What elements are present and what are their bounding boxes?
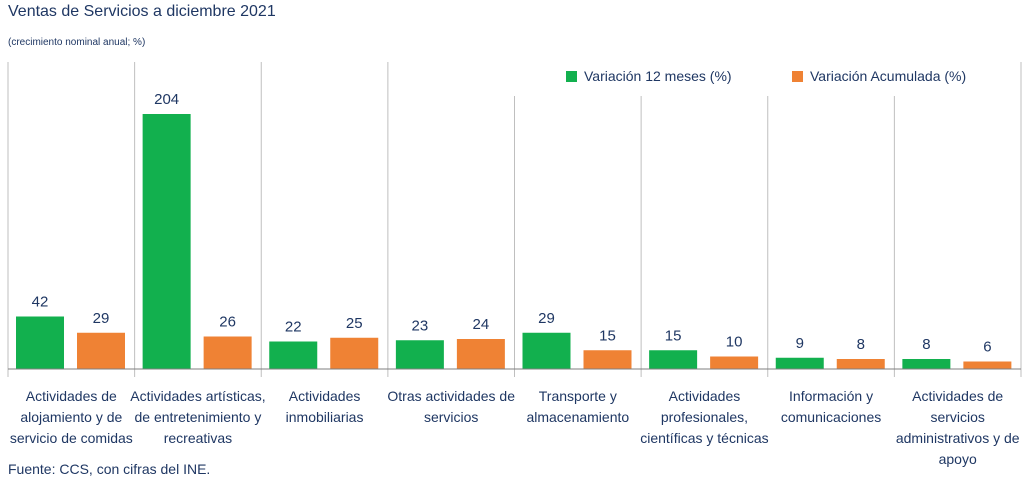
data-label-series-1: 9 — [796, 335, 804, 352]
data-label-series-2: 15 — [599, 327, 616, 344]
bar-series-1 — [269, 341, 318, 369]
bar-series-2 — [836, 359, 885, 369]
legend-item-series-2: Variación Acumulada (%) — [792, 68, 966, 84]
data-label-series-1: 204 — [154, 91, 179, 108]
bar-series-2 — [77, 332, 125, 369]
data-label-series-1: 15 — [665, 327, 682, 344]
bar-series-2 — [456, 339, 505, 369]
legend-swatch-series-2 — [792, 70, 803, 82]
data-label-series-1: 29 — [538, 310, 555, 327]
data-label-series-2: 29 — [93, 310, 110, 327]
category-label: Información y comunicaciones — [781, 388, 881, 425]
category-label: Actividades artísticas, de entretenimient… — [130, 388, 265, 446]
data-label-series-2: 25 — [346, 315, 363, 332]
legend-item-series-1: Variación 12 meses (%) — [566, 68, 732, 84]
bar-series-2 — [330, 337, 379, 369]
source-note: Fuente: CCS, con cifras del INE. — [8, 461, 211, 477]
bar-series-2 — [963, 361, 1012, 369]
data-label-series-1: 42 — [32, 294, 49, 311]
chart-title: Ventas de Servicios a diciembre 2021 — [8, 3, 276, 20]
bar-series-1 — [16, 316, 64, 369]
data-label-series-1: 22 — [285, 319, 302, 336]
data-label-series-2: 10 — [726, 334, 743, 351]
category-label: Actividades profesionales, científicas y t… — [640, 388, 768, 446]
category-label: Actividades de servicios administrativos y… — [896, 388, 1020, 467]
data-label-series-2: 24 — [473, 316, 490, 333]
data-label-series-1: 23 — [412, 317, 429, 334]
bar-series-1 — [522, 332, 571, 369]
data-label-series-1: 8 — [922, 336, 930, 353]
category-label: Transporte y almacenamiento — [526, 388, 629, 425]
data-label-series-2: 8 — [857, 336, 865, 353]
bar-series-1 — [775, 357, 824, 369]
bar-series-1 — [395, 340, 444, 369]
chart-subtitle: (crecimiento nominal anual; %) — [8, 37, 146, 48]
bar-series-1 — [902, 359, 951, 369]
category-label: Otras actividades de servicios — [387, 388, 515, 425]
legend-label-series-1: Variación 12 meses (%) — [584, 68, 732, 84]
bar-series-2 — [203, 336, 252, 369]
bar-series-1 — [142, 114, 191, 369]
data-label-series-2: 26 — [219, 314, 236, 331]
legend-label-series-2: Variación Acumulada (%) — [810, 68, 967, 84]
category-label: Actividades inmobiliarias — [286, 388, 364, 425]
bar-series-1 — [649, 350, 698, 369]
bar-series-2 — [710, 356, 759, 369]
category-label: Actividades de alojamiento y de servicio d… — [10, 388, 133, 446]
bar-series-2 — [583, 350, 632, 369]
data-label-series-2: 6 — [983, 339, 991, 356]
legend-swatch-series-1 — [566, 70, 577, 82]
